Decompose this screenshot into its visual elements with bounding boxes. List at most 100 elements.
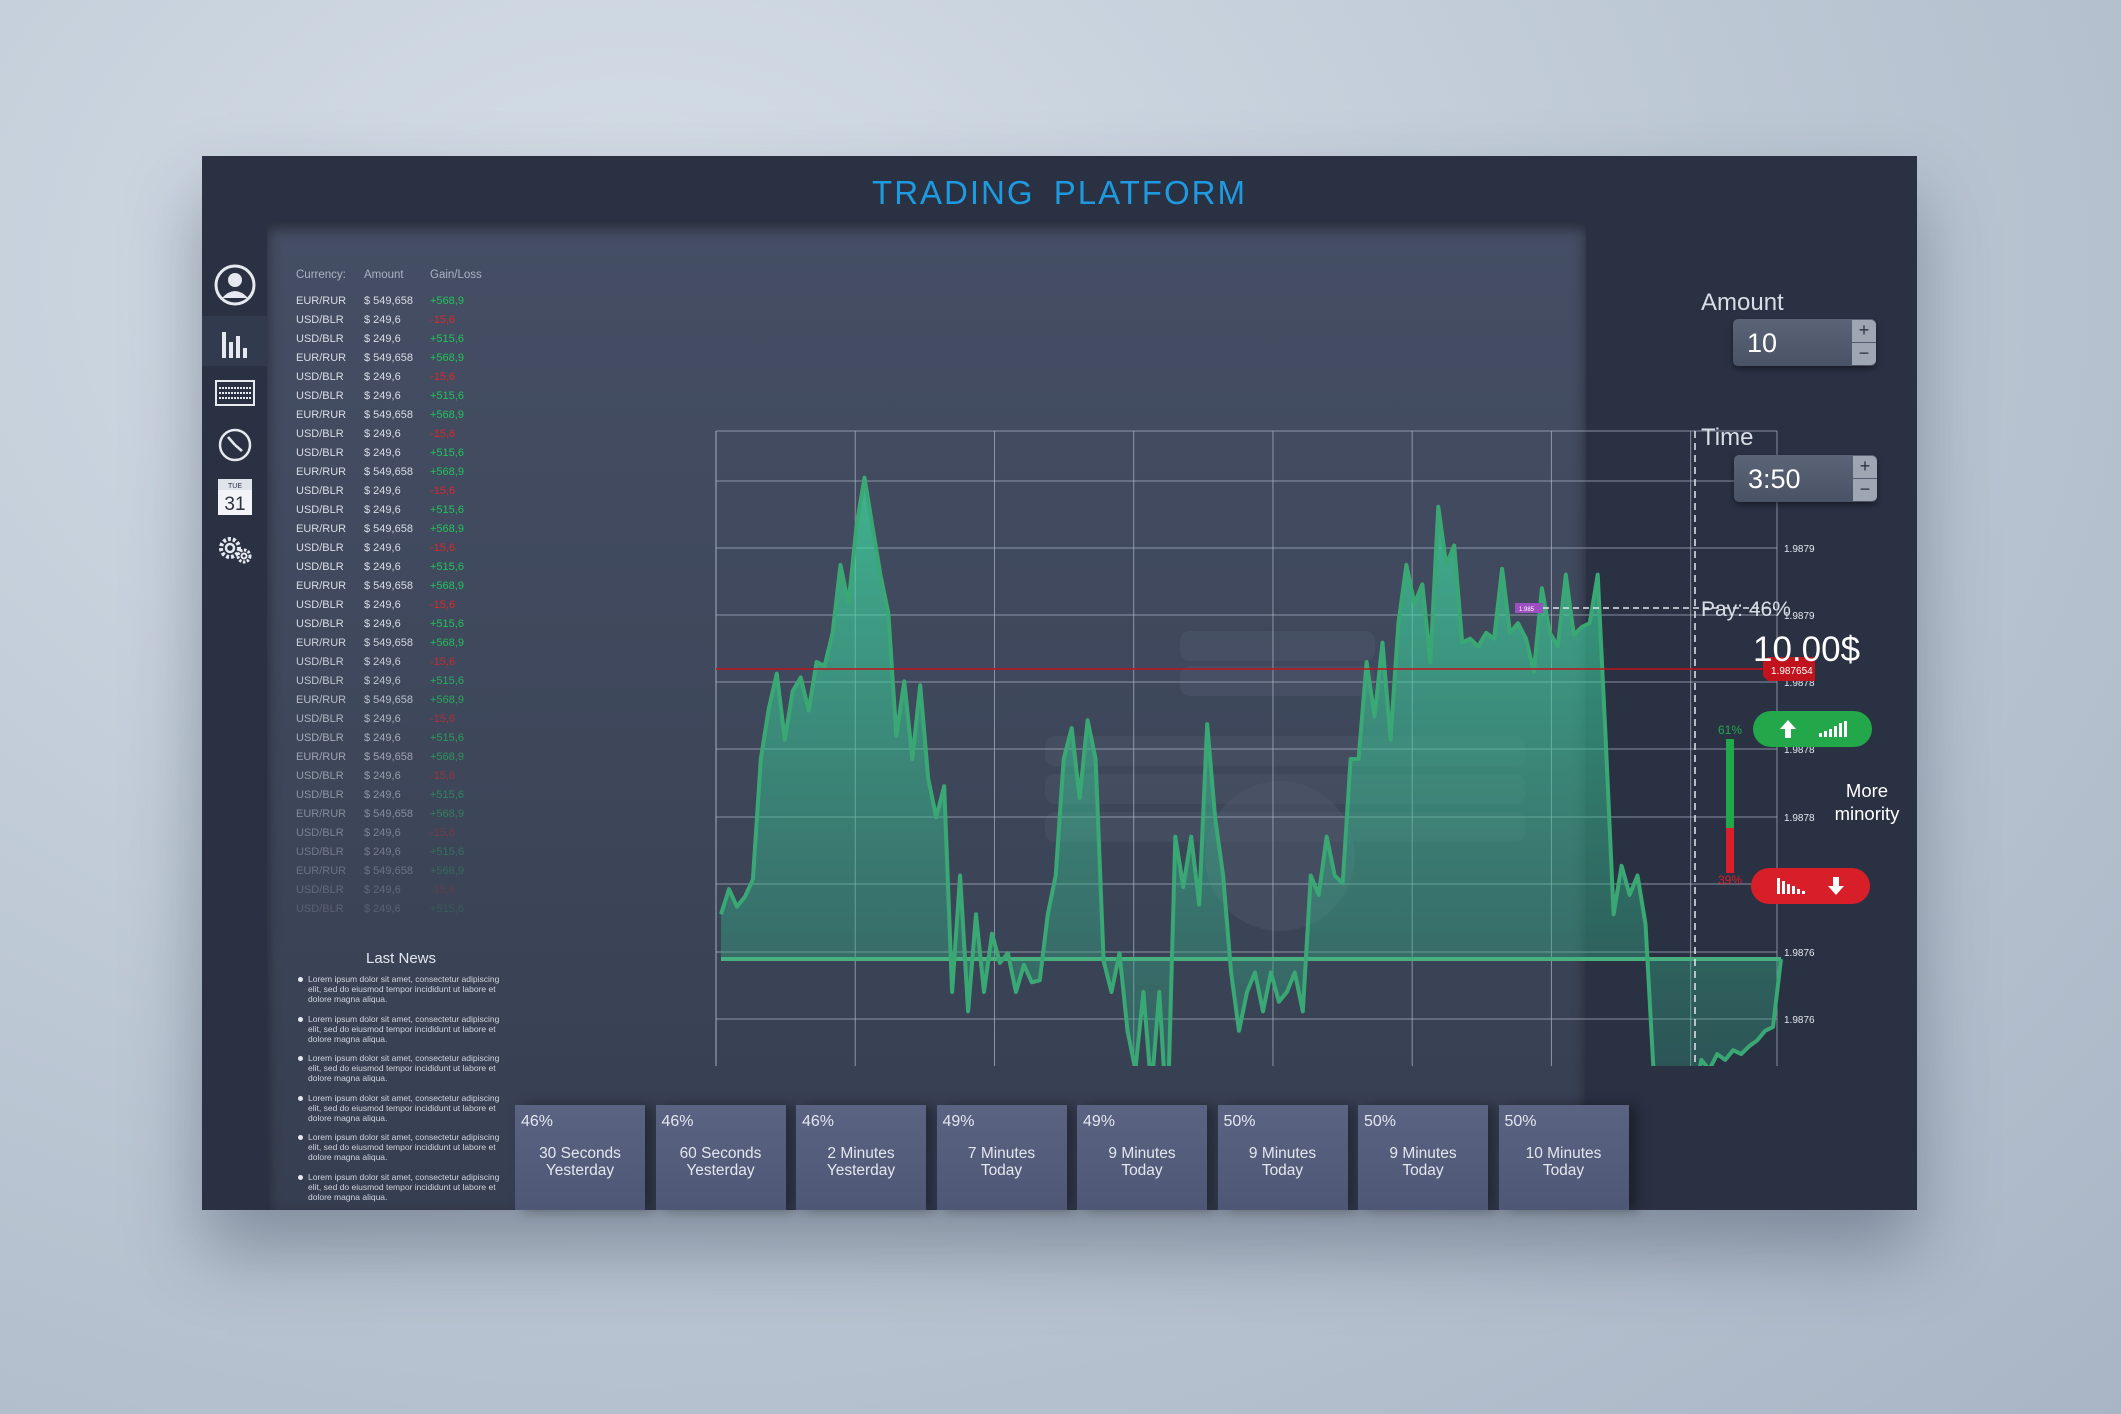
settings-button[interactable] — [202, 524, 267, 574]
currency-row[interactable]: USD/BLR $ 249,6 -15,6 — [296, 595, 506, 614]
currency-row[interactable]: USD/BLR $ 249,6 -15,6 — [296, 367, 506, 386]
currency-row[interactable]: USD/BLR $ 249,6 -15,6 — [296, 481, 506, 500]
expiry-tile[interactable]: 46% 2 Minutes Yesterday — [796, 1105, 926, 1210]
currency-change: +515,6 — [430, 731, 464, 744]
currency-change: +515,6 — [430, 503, 464, 516]
expiry-tile[interactable]: 49% 9 Minutes Today — [1077, 1105, 1207, 1210]
purple-price-marker: 1.985 — [1515, 603, 1543, 613]
currency-row[interactable]: USD/BLR $ 249,6 +515,6 — [296, 785, 506, 804]
calendar-button[interactable]: TUE 31 — [202, 472, 267, 522]
currency-row[interactable]: USD/BLR $ 249,6 -15,6 — [296, 823, 506, 842]
currency-row[interactable]: USD/BLR $ 249,6 -15,6 — [296, 709, 506, 728]
currency-row[interactable]: EUR/RUR $ 549,658 +568,9 — [296, 519, 506, 538]
news-item[interactable]: Lorem ipsum dolor sit amet, consectetur … — [296, 1014, 506, 1044]
currency-row[interactable]: USD/BLR $ 249,6 -15,6 — [296, 538, 506, 557]
amount-minus-button[interactable]: − — [1852, 343, 1876, 365]
expiry-duration: 2 Minutes — [827, 1145, 895, 1162]
currency-row[interactable]: EUR/RUR $ 549,658 +568,9 — [296, 804, 506, 823]
expiry-day: Yesterday — [545, 1162, 615, 1179]
header-gain-loss: Gain/Loss — [430, 269, 482, 281]
currency-row[interactable]: USD/BLR $ 249,6 +515,6 — [296, 842, 506, 861]
currency-amount: $ 249,6 — [364, 769, 401, 782]
time-minus-button[interactable]: − — [1853, 479, 1877, 501]
amount-stepper[interactable]: 10 + − — [1733, 319, 1876, 366]
profile-button[interactable] — [202, 260, 267, 310]
expiry-payout: 46% — [661, 1113, 694, 1130]
news-item[interactable]: Lorem ipsum dolor sit amet, consectetur … — [296, 1172, 506, 1202]
currency-pair: USD/BLR — [296, 598, 344, 611]
currency-change: +515,6 — [430, 674, 464, 687]
news-item[interactable]: Lorem ipsum dolor sit amet, consectetur … — [296, 1053, 506, 1083]
currency-row[interactable]: USD/BLR $ 249,6 +515,6 — [296, 329, 506, 348]
currency-row[interactable]: USD/BLR $ 249,6 -15,6 — [296, 424, 506, 443]
amount-plus-button[interactable]: + — [1852, 320, 1876, 342]
charts-button[interactable] — [202, 316, 267, 366]
currency-row[interactable]: USD/BLR $ 249,6 +515,6 — [296, 728, 506, 747]
history-button[interactable] — [202, 420, 267, 470]
currency-row[interactable]: EUR/RUR $ 549,658 +568,9 — [296, 348, 506, 367]
arrow-down-icon — [1827, 877, 1844, 895]
currency-pair: USD/BLR — [296, 389, 344, 402]
currency-row[interactable]: EUR/RUR $ 549,658 +568,9 — [296, 633, 506, 652]
currency-change: -15,6 — [430, 883, 456, 896]
put-down-button[interactable] — [1751, 868, 1870, 904]
expiry-tile[interactable]: 46% 60 Seconds Yesterday — [655, 1105, 786, 1210]
expiry-tile[interactable]: 50% 9 Minutes Today — [1358, 1105, 1488, 1210]
currency-row[interactable]: USD/BLR $ 249,6 -15,6 — [296, 880, 506, 899]
currency-pair: EUR/RUR — [296, 522, 347, 535]
currency-change: +515,6 — [430, 389, 464, 402]
down-percent: 39% — [1718, 873, 1743, 887]
news-item[interactable]: Lorem ipsum dolor sit amet, consectetur … — [296, 1132, 506, 1162]
currency-row[interactable]: USD/BLR $ 249,6 +515,6 — [296, 557, 506, 576]
currency-change: -15,6 — [430, 427, 456, 440]
currency-row[interactable]: EUR/RUR $ 549,658 +568,9 — [296, 576, 506, 595]
currency-row[interactable]: USD/BLR $ 249,6 -15,6 — [296, 310, 506, 329]
currency-row[interactable]: USD/BLR $ 249,6 +515,6 — [296, 671, 506, 690]
sidebar: TUE 31 — [202, 260, 267, 1140]
expiry-tile[interactable]: 46% 30 Seconds Yesterday — [515, 1105, 645, 1210]
expiry-payout: 49% — [942, 1113, 975, 1130]
clock-icon — [218, 428, 251, 462]
expiry-tile[interactable]: 50% 10 Minutes Today — [1498, 1105, 1629, 1210]
currency-amount: $ 249,6 — [364, 712, 401, 725]
currency-amount: $ 249,6 — [364, 883, 401, 896]
time-stepper[interactable]: 3:50 + − — [1734, 455, 1877, 502]
currency-change: +568,9 — [430, 864, 464, 877]
currency-pair: USD/BLR — [296, 883, 344, 896]
time-value: 3:50 — [1748, 464, 1801, 494]
currency-row[interactable]: USD/BLR $ 249,6 -15,6 — [296, 652, 506, 671]
currency-row[interactable]: USD/BLR $ 249,6 +515,6 — [296, 500, 506, 519]
currency-amount: $ 249,6 — [364, 674, 401, 687]
expiry-payout: 46% — [802, 1113, 835, 1130]
currency-change: +568,9 — [430, 693, 464, 706]
currency-row[interactable]: USD/BLR $ 249,6 +515,6 — [296, 386, 506, 405]
expiry-duration: 9 Minutes — [1108, 1145, 1176, 1162]
currency-amount: $ 549,658 — [364, 864, 413, 877]
currency-pair: EUR/RUR — [296, 750, 347, 763]
currency-amount: $ 249,6 — [364, 826, 401, 839]
currency-row[interactable]: EUR/RUR $ 549,658 +568,9 — [296, 405, 506, 424]
purple-price-value: 1.985 — [1519, 607, 1535, 613]
call-up-button[interactable] — [1753, 711, 1872, 747]
time-plus-button[interactable]: + — [1853, 456, 1877, 478]
currency-row[interactable]: EUR/RUR $ 549,658 +568,9 — [296, 462, 506, 481]
red-price-marker: 1.98765439% — [1763, 657, 1815, 681]
expiry-tile[interactable]: 49% 7 Minutes Today — [936, 1105, 1067, 1210]
currency-row[interactable]: EUR/RUR $ 549,658 +568,9 — [296, 747, 506, 766]
currency-row[interactable]: USD/BLR $ 249,6 +515,6 — [296, 899, 506, 918]
currency-row[interactable]: USD/BLR $ 249,6 +515,6 — [296, 443, 506, 462]
news-item[interactable]: Lorem ipsum dolor sit amet, consectetur … — [296, 974, 506, 1004]
news-item[interactable]: Lorem ipsum dolor sit amet, consectetur … — [296, 1093, 506, 1123]
sentiment-line-1: More — [1845, 780, 1889, 801]
keyboard-button[interactable] — [202, 368, 267, 418]
currency-row[interactable]: EUR/RUR $ 549,658 +568,9 — [296, 690, 506, 709]
currency-row[interactable]: USD/BLR $ 249,6 -15,6 — [296, 766, 506, 785]
currency-amount: $ 249,6 — [364, 389, 401, 402]
expiry-tile[interactable]: 50% 9 Minutes Today — [1217, 1105, 1348, 1210]
expiry-payout: 49% — [1083, 1113, 1116, 1130]
currency-row[interactable]: EUR/RUR $ 549,658 +568,9 — [296, 291, 506, 310]
currency-row[interactable]: EUR/RUR $ 549,658 +568,9 — [296, 861, 506, 880]
currency-row[interactable]: USD/BLR $ 249,6 +515,6 — [296, 614, 506, 633]
currency-amount: $ 249,6 — [364, 655, 401, 668]
price-chart[interactable]: 1.9879691.9879441.9879111.9878911.987866… — [515, 266, 1815, 1066]
